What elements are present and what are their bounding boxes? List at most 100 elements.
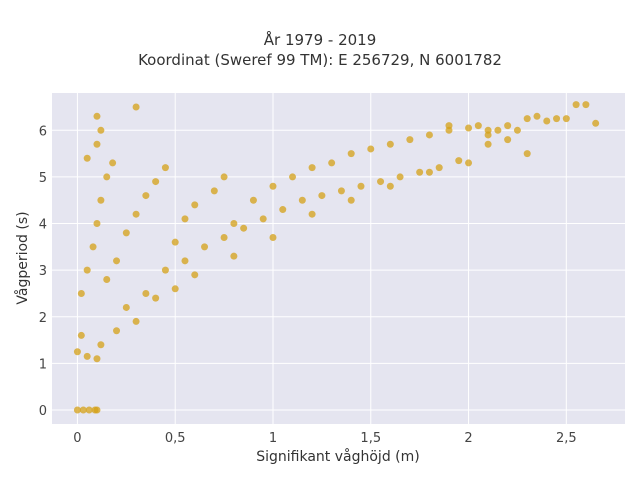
data-point — [181, 215, 189, 223]
data-point — [523, 150, 531, 158]
data-point — [93, 220, 101, 228]
y-tick-label: 0 — [39, 404, 47, 419]
x-axis-label: Signifikant våghöjd (m) — [256, 448, 419, 465]
data-point — [484, 126, 492, 134]
data-point — [425, 131, 433, 139]
data-point — [386, 140, 394, 148]
data-point — [132, 210, 140, 218]
data-point — [171, 285, 179, 293]
data-point — [533, 112, 541, 120]
data-point — [161, 266, 169, 274]
chart-title: År 1979 - 2019 — [263, 31, 377, 49]
data-point — [132, 317, 140, 325]
data-point — [191, 201, 199, 209]
data-point — [220, 173, 228, 181]
data-point — [103, 275, 111, 283]
data-point — [465, 124, 473, 132]
data-points — [73, 101, 600, 414]
data-point — [122, 303, 130, 311]
data-point — [191, 271, 199, 279]
data-point — [103, 173, 111, 181]
data-point — [396, 173, 404, 181]
y-tick-label: 1 — [39, 357, 47, 372]
data-point — [132, 103, 140, 111]
y-tick-label: 2 — [39, 311, 47, 326]
data-point — [109, 159, 117, 167]
data-point — [562, 115, 570, 123]
data-point — [289, 173, 297, 181]
data-point — [269, 234, 277, 242]
data-point — [152, 178, 160, 186]
data-point — [77, 331, 85, 339]
data-point — [73, 348, 81, 356]
plot-area — [52, 93, 625, 424]
data-point — [93, 140, 101, 148]
y-tick-label: 3 — [39, 264, 47, 279]
data-point — [89, 243, 97, 251]
data-point — [83, 352, 91, 360]
data-point — [318, 192, 326, 200]
data-point — [93, 112, 101, 120]
x-tick-label: 1,5 — [360, 431, 381, 446]
data-point — [83, 154, 91, 162]
x-tick-label: 0 — [73, 431, 81, 446]
data-point — [328, 159, 336, 167]
data-point — [142, 192, 150, 200]
data-point — [337, 187, 345, 195]
data-point — [152, 294, 160, 302]
y-tick-label: 4 — [39, 218, 47, 233]
data-point — [474, 122, 482, 130]
data-point — [171, 238, 179, 246]
data-point — [543, 117, 551, 125]
grid-lines — [52, 93, 625, 424]
data-point — [279, 206, 287, 214]
data-point — [181, 257, 189, 265]
data-point — [308, 164, 316, 172]
data-point — [494, 126, 502, 134]
data-point — [97, 341, 105, 349]
data-point — [240, 224, 248, 232]
y-tick-label: 5 — [39, 171, 47, 186]
data-point — [435, 164, 443, 172]
data-point — [230, 220, 238, 228]
data-point — [113, 257, 121, 265]
data-point — [386, 182, 394, 190]
data-point — [97, 126, 105, 134]
data-point — [367, 145, 375, 153]
data-point — [455, 157, 463, 165]
data-point — [122, 229, 130, 237]
data-point — [79, 406, 87, 414]
data-point — [308, 210, 316, 218]
data-point — [592, 119, 600, 127]
data-point — [406, 136, 414, 144]
data-point — [416, 168, 424, 176]
data-point — [113, 327, 121, 335]
data-point — [269, 182, 277, 190]
data-point — [377, 178, 385, 186]
y-axis-label: Vågperiod (s) — [14, 211, 31, 304]
data-point — [582, 101, 590, 109]
data-point — [77, 289, 85, 297]
data-point — [572, 101, 580, 109]
data-point — [201, 243, 209, 251]
data-point — [504, 122, 512, 130]
data-point — [161, 164, 169, 172]
data-point — [259, 215, 267, 223]
data-point — [93, 355, 101, 363]
data-point — [465, 159, 473, 167]
data-point — [97, 196, 105, 204]
x-tick-label: 1 — [269, 431, 277, 446]
data-point — [210, 187, 218, 195]
data-point — [230, 252, 238, 260]
x-tick-label: 2 — [464, 431, 472, 446]
data-point — [142, 289, 150, 297]
data-point — [347, 196, 355, 204]
chart-subtitle: Koordinat (Sweref 99 TM): E 256729, N 60… — [138, 51, 502, 69]
x-tick-label: 2,5 — [556, 431, 577, 446]
data-point — [93, 406, 101, 414]
data-point — [504, 136, 512, 144]
x-tick-label: 0,5 — [165, 431, 186, 446]
x-axis-ticks: 0 0,5 1 1,5 2 2,5 — [73, 431, 576, 446]
data-point — [513, 126, 521, 134]
